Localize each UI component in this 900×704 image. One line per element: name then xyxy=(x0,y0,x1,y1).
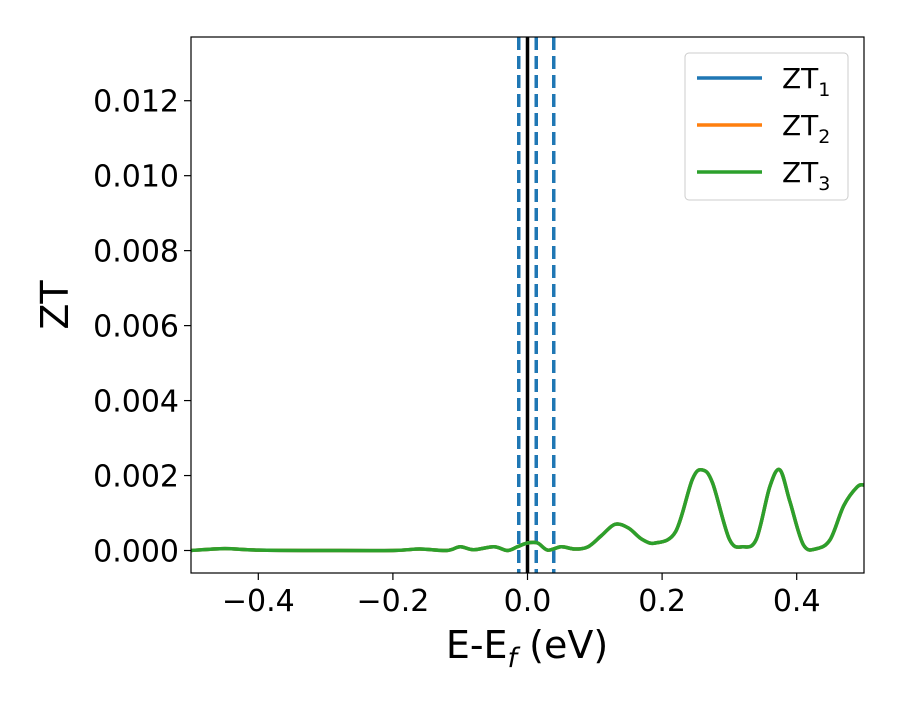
x-tick-label: −0.2 xyxy=(356,584,429,619)
legend: ZT1 ZT2 ZT3 xyxy=(684,52,849,201)
x-tick-label: −0.4 xyxy=(222,584,295,619)
y-tick-label: 0.008 xyxy=(93,235,179,270)
x-tick-label: 0.2 xyxy=(638,584,686,619)
y-tick-label: 0.002 xyxy=(93,460,179,495)
y-tick-label: 0.006 xyxy=(93,310,179,345)
legend-label-3: ZT3 xyxy=(782,156,830,195)
x-tick-label: 0.0 xyxy=(504,584,552,619)
legend-box xyxy=(684,52,849,201)
x-axis-ticks: −0.4 −0.2 0.0 0.2 0.4 xyxy=(222,573,821,619)
y-tick-label: 0.012 xyxy=(93,85,179,120)
series-lines xyxy=(191,467,864,553)
series-line-3 xyxy=(191,467,864,553)
legend-label-1: ZT1 xyxy=(782,62,830,101)
y-tick-label: 0.010 xyxy=(93,160,179,195)
y-tick-label: 0.000 xyxy=(93,535,179,570)
x-tick-label: 0.4 xyxy=(773,584,821,619)
x-axis-label: E-Ef (eV) xyxy=(446,623,608,674)
y-axis-label: ZT xyxy=(33,280,77,330)
y-axis-ticks: 0.000 0.002 0.004 0.006 0.008 0.010 0.012 xyxy=(93,85,191,570)
legend-label-2: ZT2 xyxy=(782,109,830,148)
y-tick-label: 0.004 xyxy=(93,385,179,420)
reference-lines xyxy=(517,37,556,573)
